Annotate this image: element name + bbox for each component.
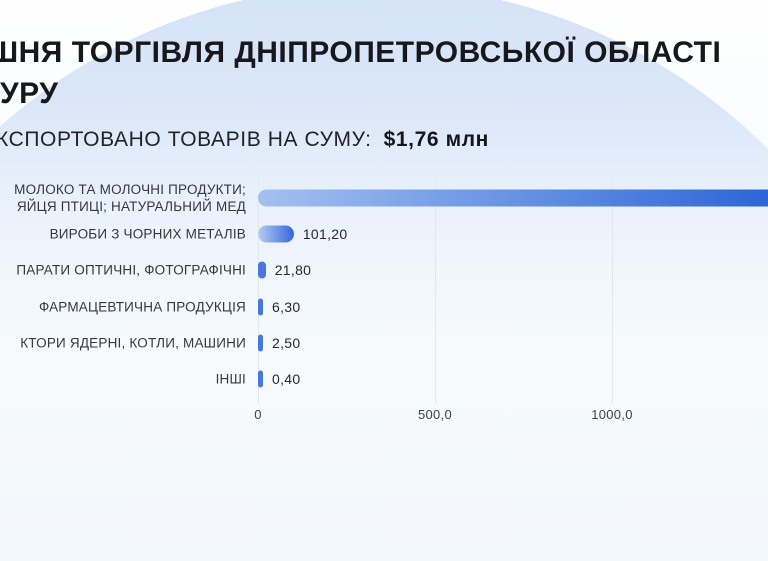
category-label: МОЛОКО ТА МОЛОЧНІ ПРОДУКТИ; ЯЙЦЯ ПТИЦІ; Н…	[14, 182, 246, 215]
chart-row: ІНШІ 0,40	[0, 361, 768, 397]
chart-row: КТОРИ ЯДЕРНІ, КОТЛИ, МАШИНИ 2,50	[0, 325, 768, 361]
bar	[258, 370, 263, 388]
page-title-line1: ШНЯ ТОРГІВЛЯ ДНІПРОПЕТРОВСЬКОЇ ОБЛАСТІ	[0, 36, 722, 69]
chart-row: ВИРОБИ З ЧОРНИХ МЕТАЛІВ 101,20	[0, 216, 768, 252]
export-total-label: КСПОРТОВАНО ТОВАРІВ НА СУМУ:	[0, 128, 372, 151]
bar-chart: 0 500,0 1000,0 1500,0 МОЛОКО ТА МОЛОЧНІ ПРОД…	[0, 180, 768, 430]
chart-row: ПАРАТИ ОПТИЧНІ, ФОТОГРАФІЧНІ 21,80	[0, 252, 768, 288]
chart-row: ФАРМАЦЕВТИЧНА ПРОДУКЦІЯ 6,30	[0, 289, 768, 325]
export-total-line: КСПОРТОВАНО ТОВАРІВ НА СУМУ: $1,76 млн	[0, 128, 489, 152]
export-total-value: $1,76 млн	[383, 128, 489, 151]
grid-line	[258, 180, 259, 404]
x-tick-label: 0	[254, 407, 262, 422]
bar-value-label: 6,30	[272, 298, 301, 315]
page-title-line2: УРУ	[0, 77, 59, 110]
category-label: ПАРАТИ ОПТИЧНІ, ФОТОГРАФІЧНІ	[16, 262, 246, 278]
bar	[258, 225, 294, 243]
bar	[258, 189, 768, 207]
x-tick-label: 1500,0	[744, 407, 768, 422]
x-tick-label: 500,0	[417, 407, 453, 422]
chart-row: МОЛОКО ТА МОЛОЧНІ ПРОДУКТИ; ЯЙЦЯ ПТИЦІ; Н…	[0, 180, 768, 216]
x-tick-label: 1000,0	[591, 407, 633, 422]
bar-value-label: 101,20	[302, 226, 348, 243]
bar	[258, 261, 266, 279]
category-label: ВИРОБИ З ЧОРНИХ МЕТАЛІВ	[49, 226, 246, 242]
category-label: ІНШІ	[215, 371, 246, 387]
grid-line	[612, 180, 613, 404]
bar	[258, 298, 263, 316]
bar	[258, 334, 263, 352]
bar-value-label: 21,80	[274, 262, 312, 279]
bar-value-label: 0,40	[272, 371, 301, 388]
category-label: ФАРМАЦЕВТИЧНА ПРОДУКЦІЯ	[38, 299, 246, 315]
grid-line	[435, 180, 436, 404]
bar-value-label: 2,50	[272, 334, 301, 351]
category-label: КТОРИ ЯДЕРНІ, КОТЛИ, МАШИНИ	[20, 335, 246, 351]
